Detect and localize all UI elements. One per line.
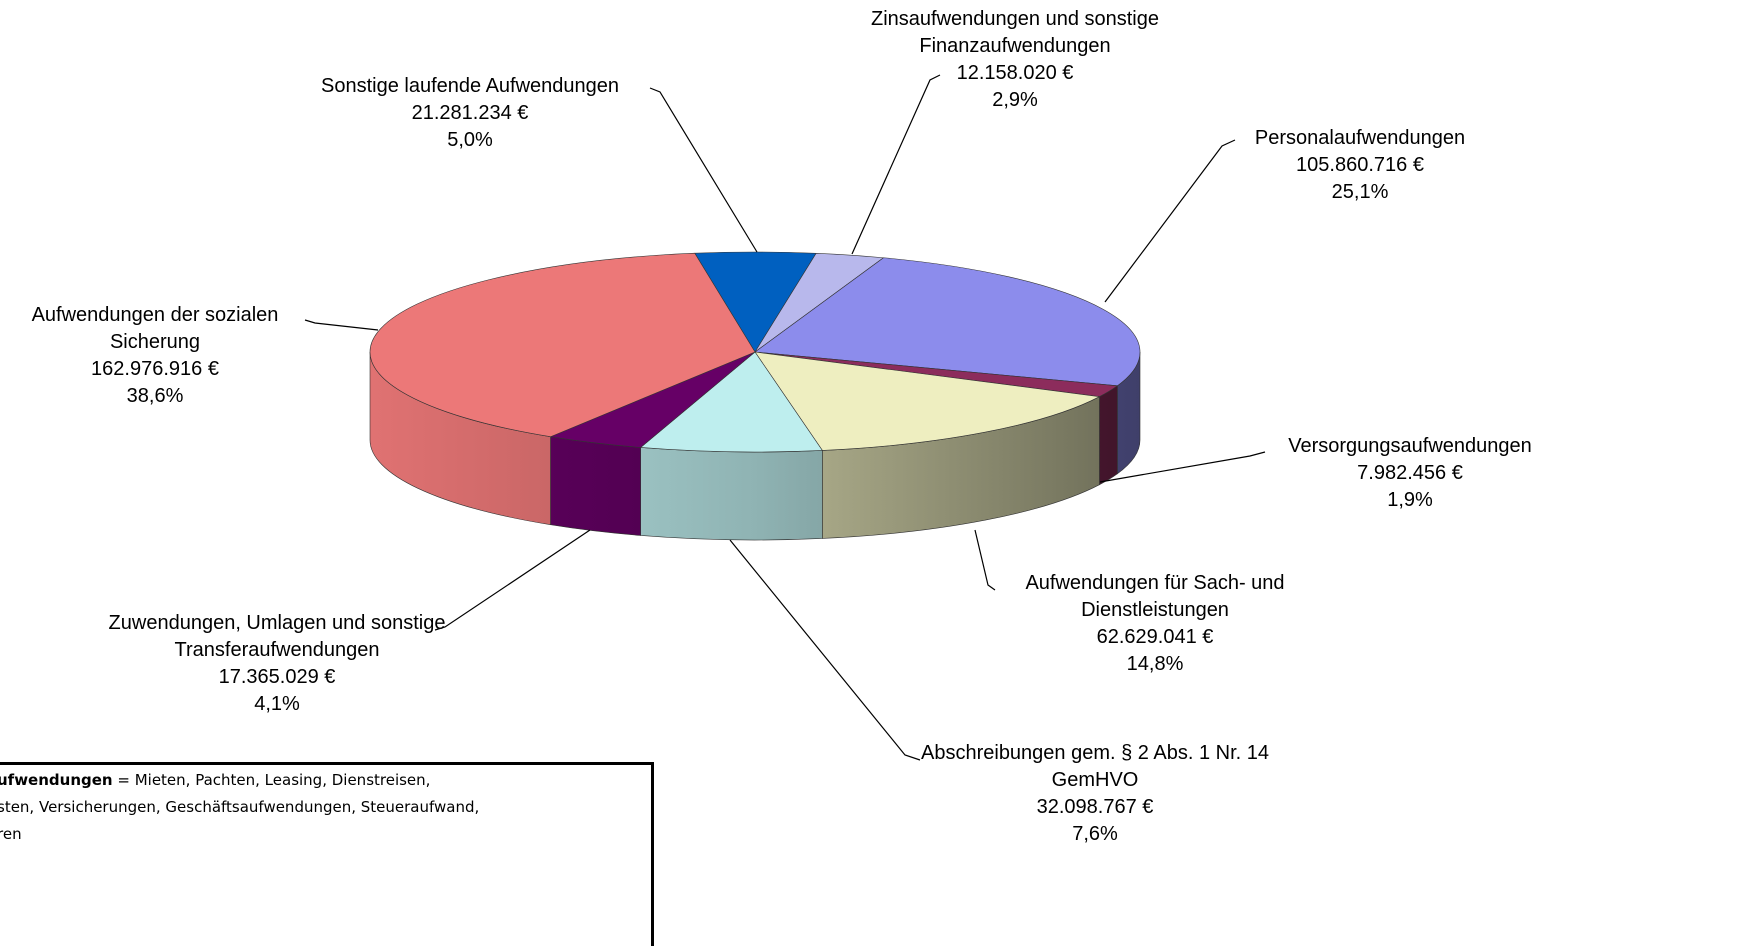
leader-line xyxy=(304,319,379,331)
slice-side xyxy=(640,447,823,541)
percent-label: 5,0% xyxy=(447,129,493,151)
slice-label: Versorgungsaufwendungen 7.982.456 € 1,9% xyxy=(1250,433,1570,514)
leader-line xyxy=(1099,451,1266,483)
slice xyxy=(639,351,823,453)
percent-label: 14,8% xyxy=(1126,653,1184,675)
value-label: 105.860.716 € xyxy=(1296,154,1424,176)
leader-line xyxy=(729,539,921,761)
slice-side xyxy=(550,436,641,536)
slice xyxy=(754,351,1101,451)
category-label: Zuwendungen, Umlagen und sonstige Transf… xyxy=(108,612,446,661)
note-line: ren xyxy=(0,825,22,843)
percent-label: 38,6% xyxy=(126,385,184,407)
slice-label: Aufwendungen der sozialen Sicherung 162.9… xyxy=(5,302,305,410)
value-label: 7.982.456 € xyxy=(1357,462,1463,484)
note-text: = Mieten, Pachten, Leasing, Dienstreisen… xyxy=(112,771,431,789)
category-label: Sonstige laufende Aufwendungen xyxy=(320,75,620,97)
slice xyxy=(369,252,756,438)
value-label: 32.098.767 € xyxy=(1036,796,1154,818)
leader-line xyxy=(434,529,591,631)
category-label: Personalaufwendungen xyxy=(1254,127,1466,149)
value-label: 17.365.029 € xyxy=(218,666,336,688)
slice-label: Abschreibungen gem. § 2 Abs. 1 Nr. 14 Ge… xyxy=(920,740,1270,848)
category-label: Versorgungsaufwendungen xyxy=(1288,435,1532,457)
value-label: 12.158.020 € xyxy=(956,62,1074,84)
leader-line xyxy=(1104,139,1236,303)
leader-line xyxy=(851,74,941,255)
value-label: 21.281.234 € xyxy=(411,102,529,124)
slice-label: Zinsaufwendungen und sonstige Finanzaufw… xyxy=(835,6,1195,114)
leader-line xyxy=(649,87,758,253)
percent-label: 7,6% xyxy=(1072,823,1118,845)
slice-label: Personalaufwendungen 105.860.716 € 25,1% xyxy=(1210,125,1510,206)
note-bold: ufwendungen xyxy=(0,771,113,789)
slice xyxy=(754,257,1141,387)
note-line: ufwendungen = Mieten, Pachten, Leasing, … xyxy=(0,767,651,794)
note-line: sten, Versicherungen, Geschäftsaufwendun… xyxy=(0,798,480,816)
percent-label: 2,9% xyxy=(992,89,1038,111)
value-label: 162.976.916 € xyxy=(91,358,219,380)
slice-label: Zuwendungen, Umlagen und sonstige Transf… xyxy=(105,610,450,718)
slice-label: Sonstige laufende Aufwendungen 21.281.234… xyxy=(270,73,670,154)
category-label: Aufwendungen der sozialen Sicherung xyxy=(31,304,279,353)
slice-side xyxy=(1099,385,1118,486)
category-label: Zinsaufwendungen und sonstige Finanzaufw… xyxy=(871,8,1159,57)
leader-line xyxy=(974,529,996,591)
slice-label: Aufwendungen für Sach- und Dienstleistun… xyxy=(990,570,1320,678)
percent-label: 1,9% xyxy=(1387,489,1433,511)
category-label: Aufwendungen für Sach- und Dienstleistun… xyxy=(1025,572,1285,621)
value-label: 62.629.041 € xyxy=(1096,626,1214,648)
percent-label: 4,1% xyxy=(254,693,300,715)
category-label: Abschreibungen gem. § 2 Abs. 1 Nr. 14 Ge… xyxy=(921,742,1269,791)
note-box: ufwendungen = Mieten, Pachten, Leasing, … xyxy=(0,762,654,946)
percent-label: 25,1% xyxy=(1331,181,1389,203)
